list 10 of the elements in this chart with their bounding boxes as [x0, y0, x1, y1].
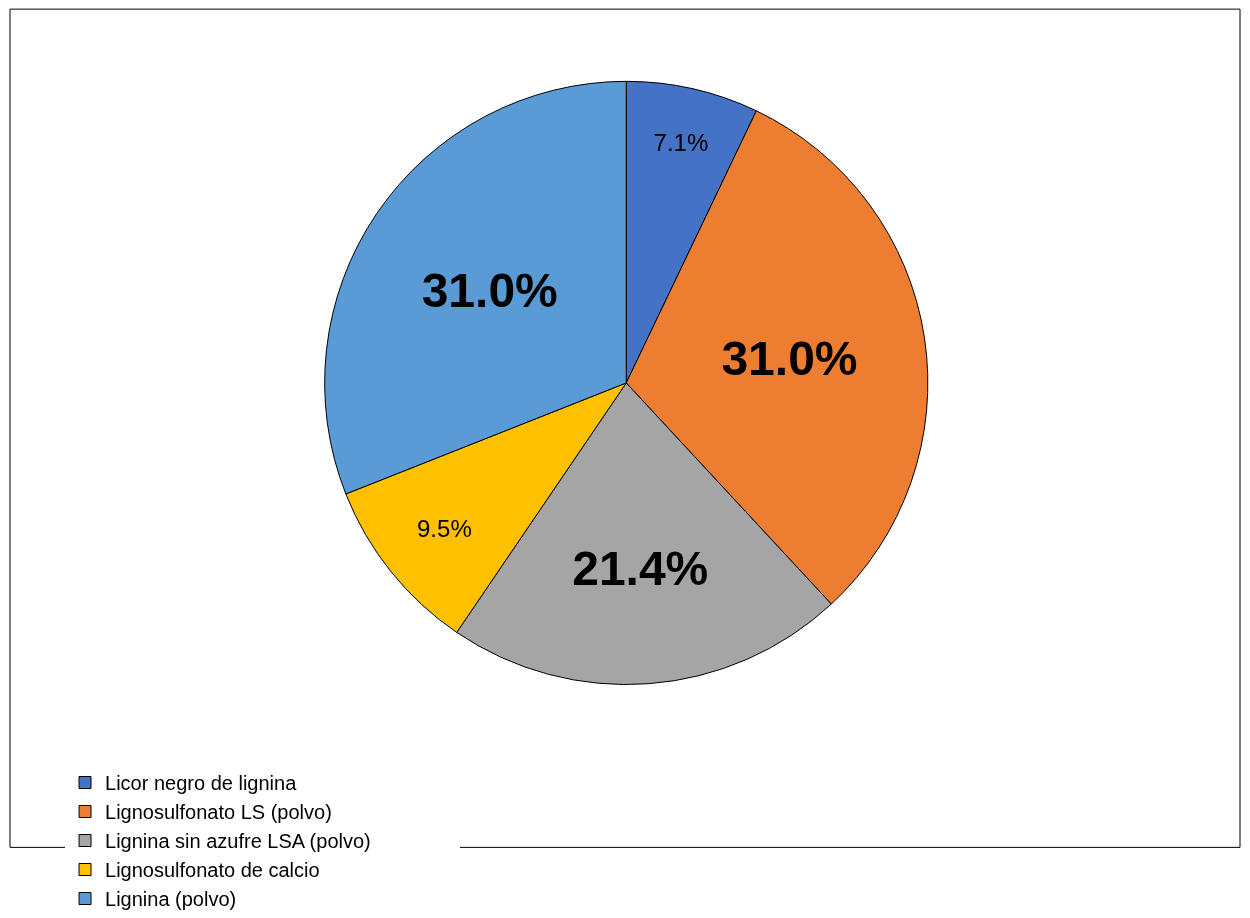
legend-label: Lignina (polvo): [105, 888, 237, 911]
data-label: 9.5%: [417, 515, 472, 543]
data-label: 7.1%: [653, 128, 709, 156]
legend-label: Lignosulfonato de calcio: [105, 859, 320, 882]
data-label: 31.0%: [421, 263, 558, 317]
legend-label: Lignina sin azufre LSA (polvo): [105, 830, 371, 853]
data-label: 31.0%: [721, 331, 858, 385]
legend-label: Lignosulfonato LS (polvo): [105, 801, 332, 824]
data-label: 21.4%: [572, 541, 709, 595]
legend-label: Licor negro de lignina: [105, 772, 298, 795]
